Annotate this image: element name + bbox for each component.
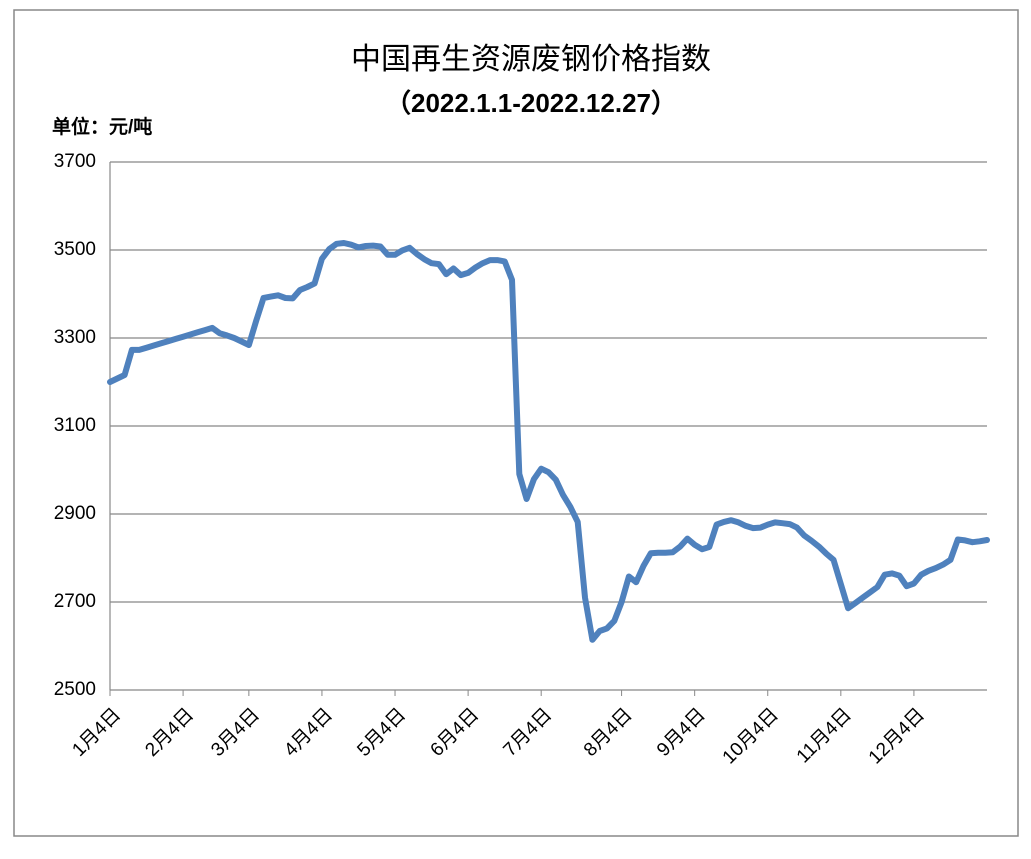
data-line <box>107 240 990 643</box>
chart-subtitle: （2022.1.1-2022.12.27） <box>385 88 677 118</box>
y-tick-label: 3700 <box>54 151 96 172</box>
y-axis-label: 单位：元/吨 <box>52 115 152 138</box>
y-tick-label: 3500 <box>54 239 96 260</box>
y-tick-label: 2900 <box>54 503 96 524</box>
y-tick-label: 2500 <box>54 679 96 700</box>
chart-title: 中国再生资源废钢价格指数 <box>351 43 711 76</box>
y-tick-label: 3100 <box>54 415 96 436</box>
y-tick-label: 3300 <box>54 327 96 348</box>
y-tick-label: 2700 <box>54 591 96 612</box>
